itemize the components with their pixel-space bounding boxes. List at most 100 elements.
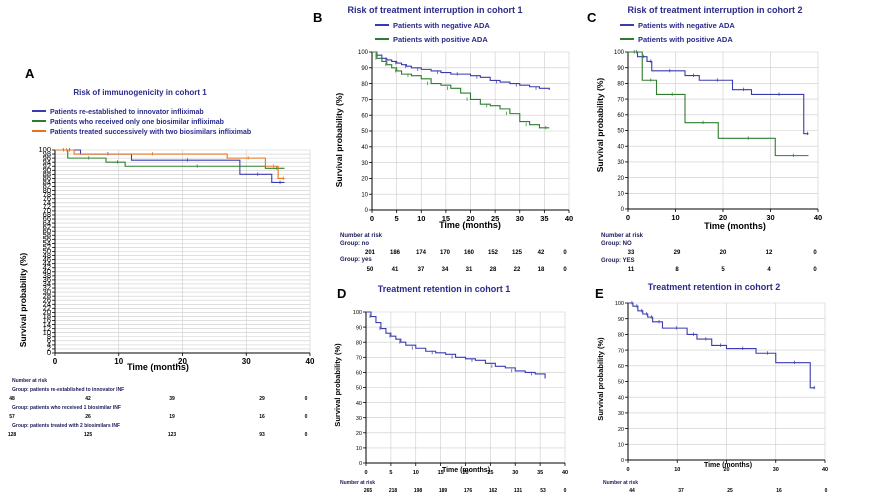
y-tick-label: 14 — [43, 320, 51, 329]
chart-title: Risk of treatment interruption in cohort… — [347, 5, 522, 15]
plot-area: 0246810121416182022242628303234363840424… — [38, 145, 315, 366]
y-tick-label: 82 — [43, 182, 51, 191]
y-tick-label: 46 — [43, 255, 51, 264]
x-tick-label: 30 — [512, 470, 518, 476]
risk-value: 198 — [414, 488, 423, 494]
y-tick-label: 90 — [43, 166, 51, 175]
y-axis: 0 10 20 30 40 50 60 70 80 90 100 — [614, 50, 628, 213]
y-tick-label: 30 — [356, 416, 362, 422]
y-tick-label: 70 — [618, 348, 624, 354]
plot-area: 0 10 20 30 40 50 60 70 80 90 100 0 10 20 30 40 — [614, 50, 822, 222]
series-line — [372, 51, 550, 129]
risk-value: 0 — [305, 414, 308, 420]
risk-value: 39 — [169, 396, 175, 402]
x-tick-label: 40 — [822, 467, 828, 473]
risk-value: 44 — [629, 488, 635, 494]
risk-value: 125 — [512, 250, 523, 256]
series-line — [55, 149, 285, 179]
y-tick-label: 100 — [38, 145, 51, 154]
x-tick-label: 35 — [540, 214, 548, 223]
x-tick-label: 20 — [462, 470, 468, 476]
y-tick-label: 90 — [617, 66, 624, 72]
y-tick-label: 86 — [43, 174, 51, 183]
y-tick-label: 60 — [43, 226, 51, 235]
series-line — [628, 51, 809, 157]
x-tick-label: 10 — [413, 470, 419, 476]
x-tick-label: 0 — [364, 470, 367, 476]
y-tick-label: 78 — [43, 190, 51, 199]
x-tick-label: 20 — [723, 467, 729, 473]
x-tick-label: 40 — [306, 357, 315, 366]
y-tick-label: 50 — [356, 386, 362, 392]
y-tick-label: 10 — [617, 192, 624, 198]
x-tick-label: 40 — [814, 213, 822, 222]
y-tick-label: 34 — [43, 279, 51, 288]
y-tick-label: 88 — [43, 170, 51, 179]
legend-entry: Patients re-established to innovator inf… — [50, 109, 204, 116]
risk-value: 201 — [365, 250, 376, 256]
y-tick-label: 100 — [353, 310, 362, 316]
y-tick-label: 42 — [43, 263, 51, 272]
plot-area: 0 10 20 30 40 50 60 70 80 90 100 0 5 10 15 20 25 30 35 40 — [353, 310, 568, 476]
legend-entry: Patients with positive ADA — [393, 35, 488, 44]
x-axis: 0 10 20 30 40 — [53, 353, 315, 366]
y-tick-label: 60 — [617, 113, 624, 119]
risk-value: 42 — [538, 250, 545, 256]
number-at-risk: Number at risk Group: NO 33 29 20 12 0 Group: Y… — [601, 233, 817, 273]
y-tick-label: 60 — [361, 113, 368, 119]
risk-value: 160 — [464, 250, 475, 256]
y-tick-label: 100 — [358, 50, 369, 56]
risk-header: Number at risk — [601, 233, 644, 239]
y-tick-label: 80 — [43, 186, 51, 195]
y-tick-label: 26 — [43, 295, 51, 304]
x-tick-label: 30 — [773, 467, 779, 473]
y-tick-label: 6 — [47, 336, 51, 345]
x-tick-label: 40 — [565, 214, 573, 223]
panel-letter: C — [587, 10, 597, 25]
risk-value: 123 — [168, 432, 177, 438]
x-tick-label: 30 — [766, 213, 774, 222]
y-tick-label: 52 — [43, 243, 51, 252]
y-tick-label: 30 — [361, 161, 368, 167]
y-tick-label: 0 — [47, 348, 51, 357]
y-axis-label: Survival probability (%) — [18, 253, 28, 348]
risk-group-label: Group: patients treated with 2 biosimila… — [12, 423, 120, 429]
y-tick-label: 10 — [618, 443, 624, 449]
legend: Patients with negative ADA Patients with … — [375, 21, 490, 44]
y-tick-label: 40 — [356, 401, 362, 407]
risk-value: 170 — [440, 250, 451, 256]
number-at-risk: Number at risk Group: no 201 186 174 170 160 15… — [340, 233, 567, 273]
y-tick-label: 0 — [365, 208, 369, 214]
plot-area: 0 10 20 30 40 50 60 70 80 90 100 0 5 10 15 20 25 30 35 40 — [358, 50, 573, 223]
y-tick-label: 40 — [361, 145, 368, 151]
risk-header: Number at risk — [340, 480, 375, 486]
y-tick-label: 50 — [618, 380, 624, 386]
chart-title: Risk of immunogenicity in cohort 1 — [73, 88, 207, 97]
y-tick-label: 50 — [617, 129, 624, 135]
y-axis: 0246810121416182022242628303234363840424… — [38, 145, 55, 357]
risk-value: 31 — [466, 267, 473, 273]
risk-value: 0 — [563, 250, 567, 256]
y-tick-label: 4 — [47, 340, 51, 349]
risk-value: 265 — [364, 488, 373, 494]
y-tick-label: 64 — [43, 218, 51, 227]
y-tick-label: 0 — [621, 458, 624, 464]
chart-b: B Risk of treatment interruption in cohor… — [313, 5, 573, 273]
y-tick-label: 28 — [43, 291, 51, 300]
y-tick-label: 72 — [43, 202, 51, 211]
number-at-risk: Number at risk 265 218 198 189 176 162 131 53 0 — [340, 480, 567, 494]
risk-value: 93 — [259, 432, 265, 438]
risk-value: 18 — [538, 267, 545, 273]
y-tick-label: 50 — [361, 129, 368, 135]
number-at-risk: Number at risk Group: patients re-establi… — [8, 378, 308, 438]
y-tick-label: 44 — [43, 259, 51, 268]
risk-value: 19 — [169, 414, 175, 420]
risk-value: 41 — [392, 267, 399, 273]
risk-value: 16 — [259, 414, 265, 420]
risk-value: 174 — [416, 250, 427, 256]
y-tick-label: 40 — [618, 395, 624, 401]
y-tick-label: 22 — [43, 304, 51, 313]
y-tick-label: 10 — [43, 328, 51, 337]
x-tick-label: 10 — [674, 467, 680, 473]
x-tick-label: 25 — [487, 470, 493, 476]
